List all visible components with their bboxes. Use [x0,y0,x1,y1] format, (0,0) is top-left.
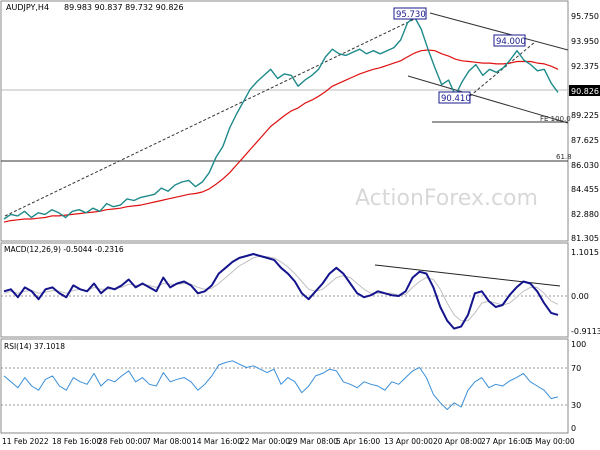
time-label: 22 Mar 00:00 [240,437,290,446]
fib-100-label: FE 100.0 [540,115,571,123]
low-label: 90.410 [441,94,471,104]
current-price-label: 90.826 [571,87,599,96]
macd-panel-frame [0,242,569,338]
rsi-tick: 70 [571,364,581,373]
macd-tick: 1.1015 [571,248,599,257]
low-label-box [438,91,471,104]
rsi-line [3,360,559,410]
time-label: 27 Apr 16:00 [481,437,530,446]
time-label: 14 Mar 16:00 [192,437,242,446]
price-line [3,16,559,220]
ema-line [3,49,559,223]
rsi-tick: 0 [571,424,576,433]
macd-title: MACD(12,26,9) -0.5044 -0.2316 [4,245,124,254]
mid-high-label-box [493,34,526,47]
price-tick: 84.455 [571,185,599,194]
price-tick: 87.625 [571,136,599,145]
high-label: 95.730 [396,10,426,20]
channel-lower-line [407,75,569,124]
price-tick: 89.225 [571,111,599,120]
macd-tick: 0.00 [571,292,589,301]
rsi-title: RSI(14) 37.1018 [4,342,65,351]
time-label: 13 Apr 00:00 [384,437,433,446]
current-price-badge [569,85,600,96]
price-tick: 95.750 [571,12,599,21]
channel-upper-line [429,12,569,51]
watermark: ActionForex.com [355,186,538,211]
rsi-tick: 30 [571,401,581,410]
time-label: 7 Mar 08:00 [146,437,192,446]
macd-divergence-line [374,264,561,287]
price-panel-frame [0,0,569,242]
price-tick: 92.375 [571,62,599,71]
time-label: 11 Feb 2022 [2,437,49,446]
ascending-trendline [4,13,426,217]
macd-signal-line [3,255,559,322]
symbol-title: AUDJPY,H4 [6,3,49,12]
price-tick: 93.950 [571,37,599,46]
macd-line [3,253,559,330]
fib-61-label: 61.8 [556,153,572,161]
time-axis: 11 Feb 2022 18 Feb 16:00 28 Feb 00:00 7 … [2,437,575,446]
time-label: 18 Feb 16:00 [52,437,101,446]
time-label: 5 Apr 16:00 [336,437,380,446]
price-axis: 95.750 93.950 92.375 89.225 87.625 86.03… [571,12,599,243]
time-label: 20 Apr 08:00 [433,437,482,446]
time-label: 29 Mar 08:00 [288,437,338,446]
price-tick: 82.880 [571,210,599,219]
rsi-panel-frame [0,338,569,434]
macd-tick: -0.9113 [571,327,600,336]
rsi-tick: 100 [571,340,586,349]
time-label: 5 May 00:00 [528,437,575,446]
price-tick: 86.030 [571,161,599,170]
price-tick: 81.305 [571,234,599,243]
high-label-box [393,7,427,20]
mid-high-label: 94.000 [496,37,526,47]
ohlc-readout: 89.983 90.837 89.732 90.826 [64,3,184,12]
time-label: 28 Feb 00:00 [98,437,147,446]
